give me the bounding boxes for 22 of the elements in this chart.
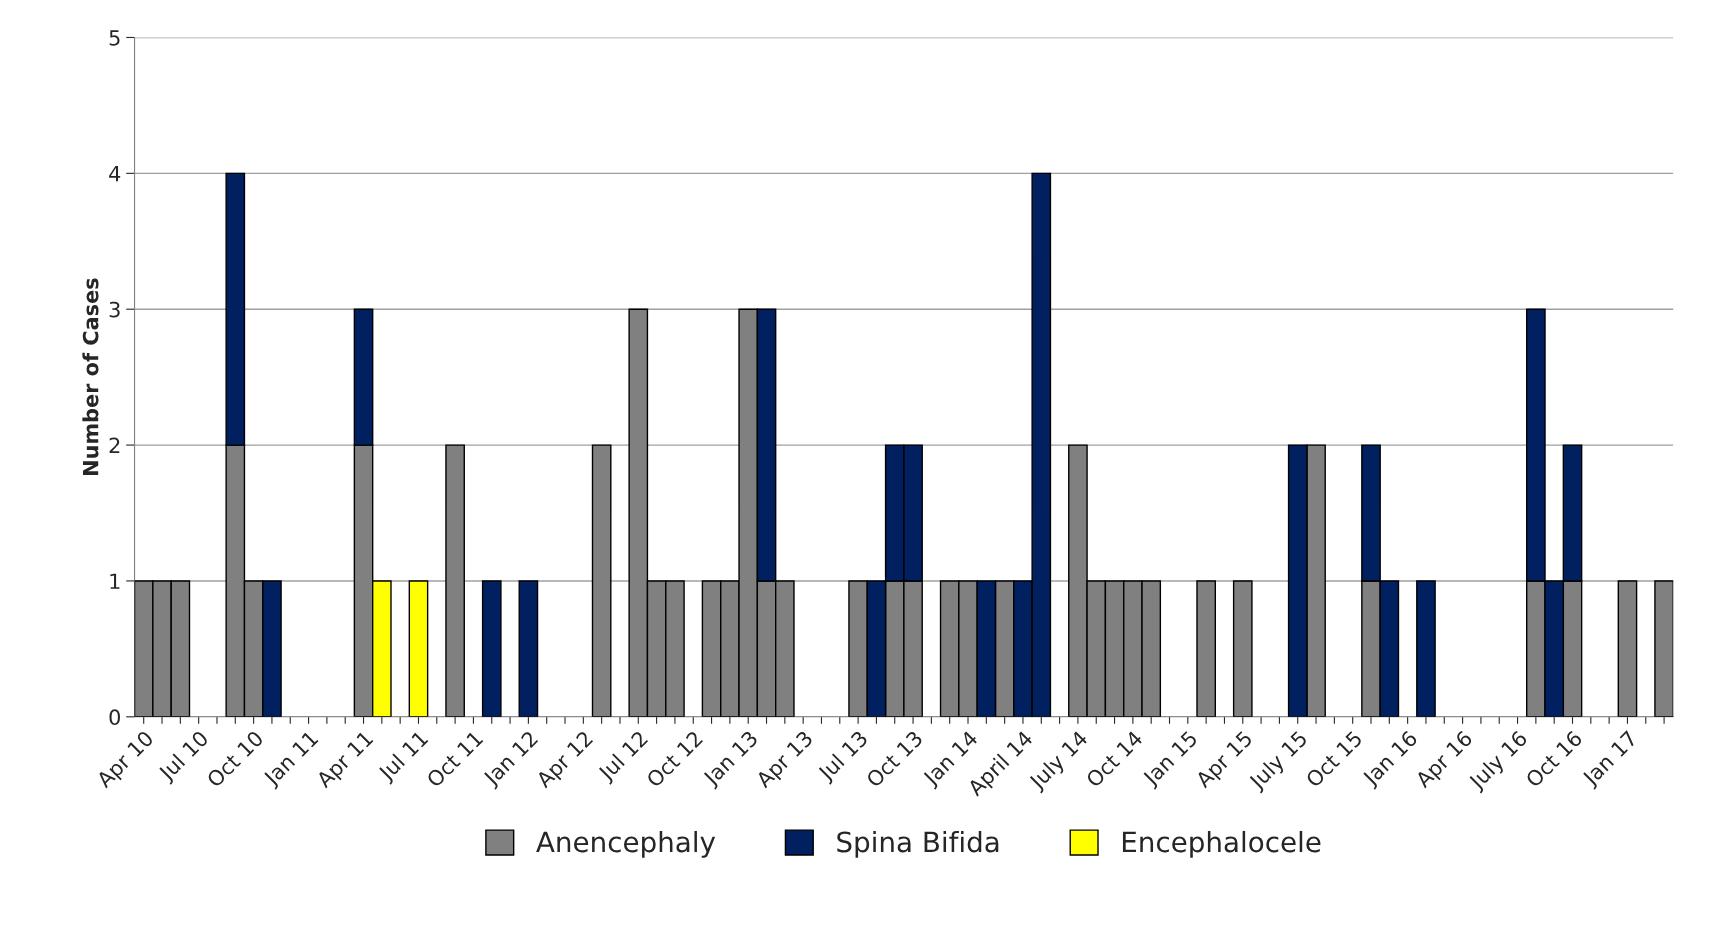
y-tick-label: 1 [110,573,120,589]
bar [408,580,429,717]
legend-label: Encephalocele [1122,830,1321,858]
bar [518,580,539,717]
bar [481,580,502,717]
y-axis-title: Number of Cases [82,278,99,475]
y-tick-label: 4 [109,166,121,182]
bar [591,444,612,717]
bar [1617,580,1638,717]
bar [445,444,465,717]
x-tick-label: Jan 17 [1581,730,1641,790]
bar [1232,580,1253,717]
bar [1416,580,1436,717]
y-tick-label: 0 [109,709,120,726]
x-tick-label: Apr 10 [95,729,157,792]
y-tick-label: 3 [109,301,120,318]
bar [1654,580,1674,717]
y-tick-label: 2 [109,437,120,453]
bar [1196,580,1216,717]
y-tick-label: 5 [109,30,120,46]
legend-label: Anencephaly [536,830,716,858]
legend-label: Spina Bifida [837,830,999,858]
